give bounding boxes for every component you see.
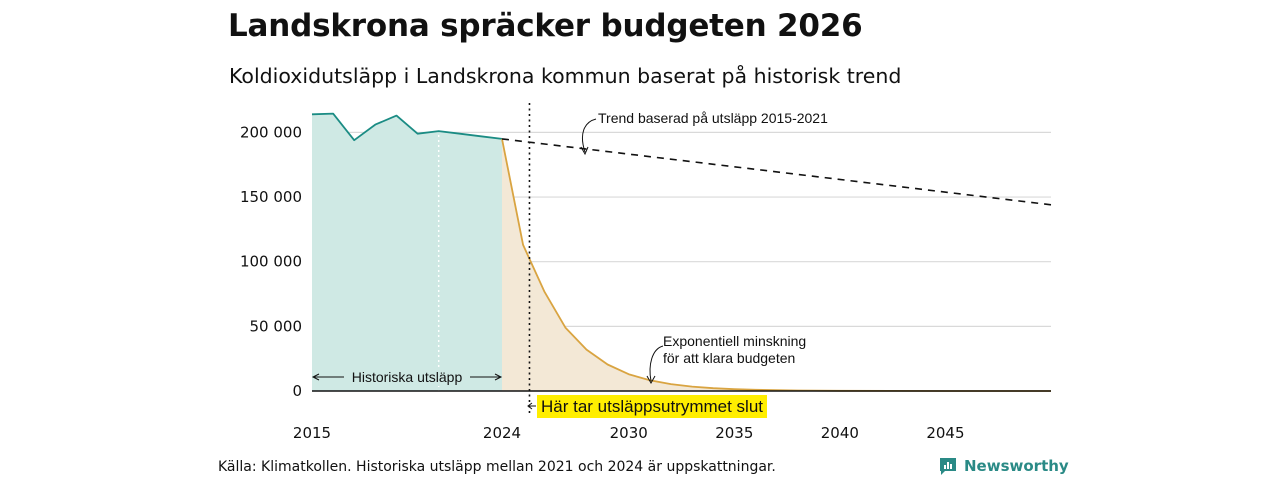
trend-pointer	[582, 118, 597, 153]
chart-subtitle: Koldioxidutsläpp i Landskrona kommun bas…	[229, 64, 902, 88]
newsworthy-logo-icon	[940, 458, 956, 475]
x-tick-2015: 2015	[293, 424, 331, 442]
y-tick-100000: 100 000	[240, 253, 302, 271]
x-tick-2035: 2035	[715, 424, 753, 442]
x-tick-2040: 2040	[821, 424, 859, 442]
exp-label-line2: för att klara budgeten	[663, 350, 795, 366]
historical-label: Historiska utsläpp	[352, 369, 463, 385]
area-layer	[312, 113, 1051, 391]
historical-span: Historiska utsläpp	[311, 368, 503, 386]
series-1-area	[502, 138, 1051, 391]
callout-arrowhead-icon	[527, 402, 533, 410]
exp-arrowhead-icon	[646, 375, 656, 385]
historical-label-bg	[344, 368, 470, 386]
y-tick-0: 0	[292, 382, 302, 400]
arrow-left-icon	[311, 373, 320, 381]
callout-arrow	[527, 402, 536, 410]
exp-pointer	[649, 345, 664, 382]
exp-label-line1: Exponentiell minskning	[663, 333, 806, 349]
y-tick-200000: 200 000	[240, 123, 302, 141]
x-tick-2024: 2024	[483, 424, 521, 442]
series-0-line	[311, 112, 503, 142]
y-tick-50000: 50 000	[250, 317, 303, 335]
y-axis: 0 50 000 100 000 150 000 200 000	[240, 123, 302, 400]
series-0-area	[312, 113, 502, 391]
trend-annotation: Trend baserad på utsläpp 2015-2021	[580, 110, 828, 156]
exp-annotation: Exponentiell minskning för att klara bud…	[646, 333, 806, 385]
source-note: Källa: Klimatkollen. Historiska utsläpp …	[218, 459, 776, 475]
brand-logo: Newsworthy	[938, 456, 1069, 476]
series-2-line	[501, 138, 1052, 206]
budget-end-callout: Här tar utsläppsutrymmet slut	[537, 395, 768, 418]
x-tick-2030: 2030	[610, 424, 648, 442]
trend-label: Trend baserad på utsläpp 2015-2021	[598, 110, 828, 126]
brand-name: Newsworthy	[964, 457, 1069, 475]
x-axis: 2015 2024 2030 2035 2040 2045	[293, 390, 1051, 442]
arrow-right-icon	[494, 373, 503, 381]
x-tick-2045: 2045	[926, 424, 964, 442]
chart-title: Landskrona spräcker budgeten 2026	[228, 8, 863, 44]
y-tick-150000: 150 000	[240, 188, 302, 206]
trend-arrowhead-icon	[580, 146, 589, 156]
